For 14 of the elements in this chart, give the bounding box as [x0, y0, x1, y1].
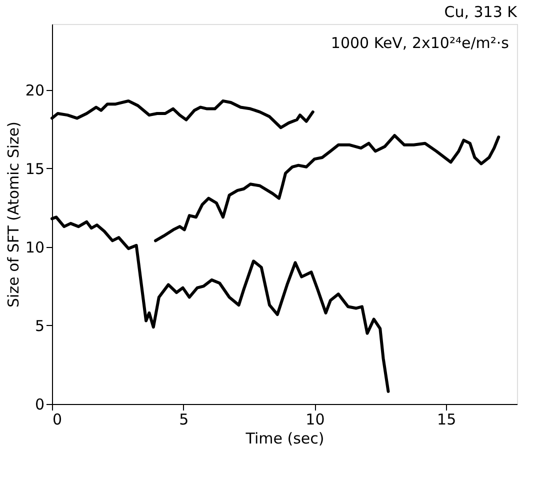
chart-title: Cu, 313 K: [444, 3, 518, 21]
y-axis-title: Size of SFT (Atomic Size): [4, 122, 22, 308]
x-tick-label: 0: [52, 410, 62, 428]
x-tick-label: 10: [306, 410, 325, 428]
line-series: [154, 134, 500, 242]
y-tick-label: 0: [34, 396, 44, 414]
x-tick-label: 15: [437, 410, 456, 428]
y-tick-label: 20: [25, 81, 44, 100]
y-tick-label: 15: [25, 160, 44, 178]
y-tick-label: 5: [34, 316, 44, 335]
x-axis-title: Time (sec): [244, 430, 324, 448]
annotation: 1000 KeV, 2x10²⁴e/m²·s: [330, 34, 510, 52]
x-tick-label: 5: [179, 410, 189, 428]
y-tick-label: 10: [25, 238, 44, 256]
